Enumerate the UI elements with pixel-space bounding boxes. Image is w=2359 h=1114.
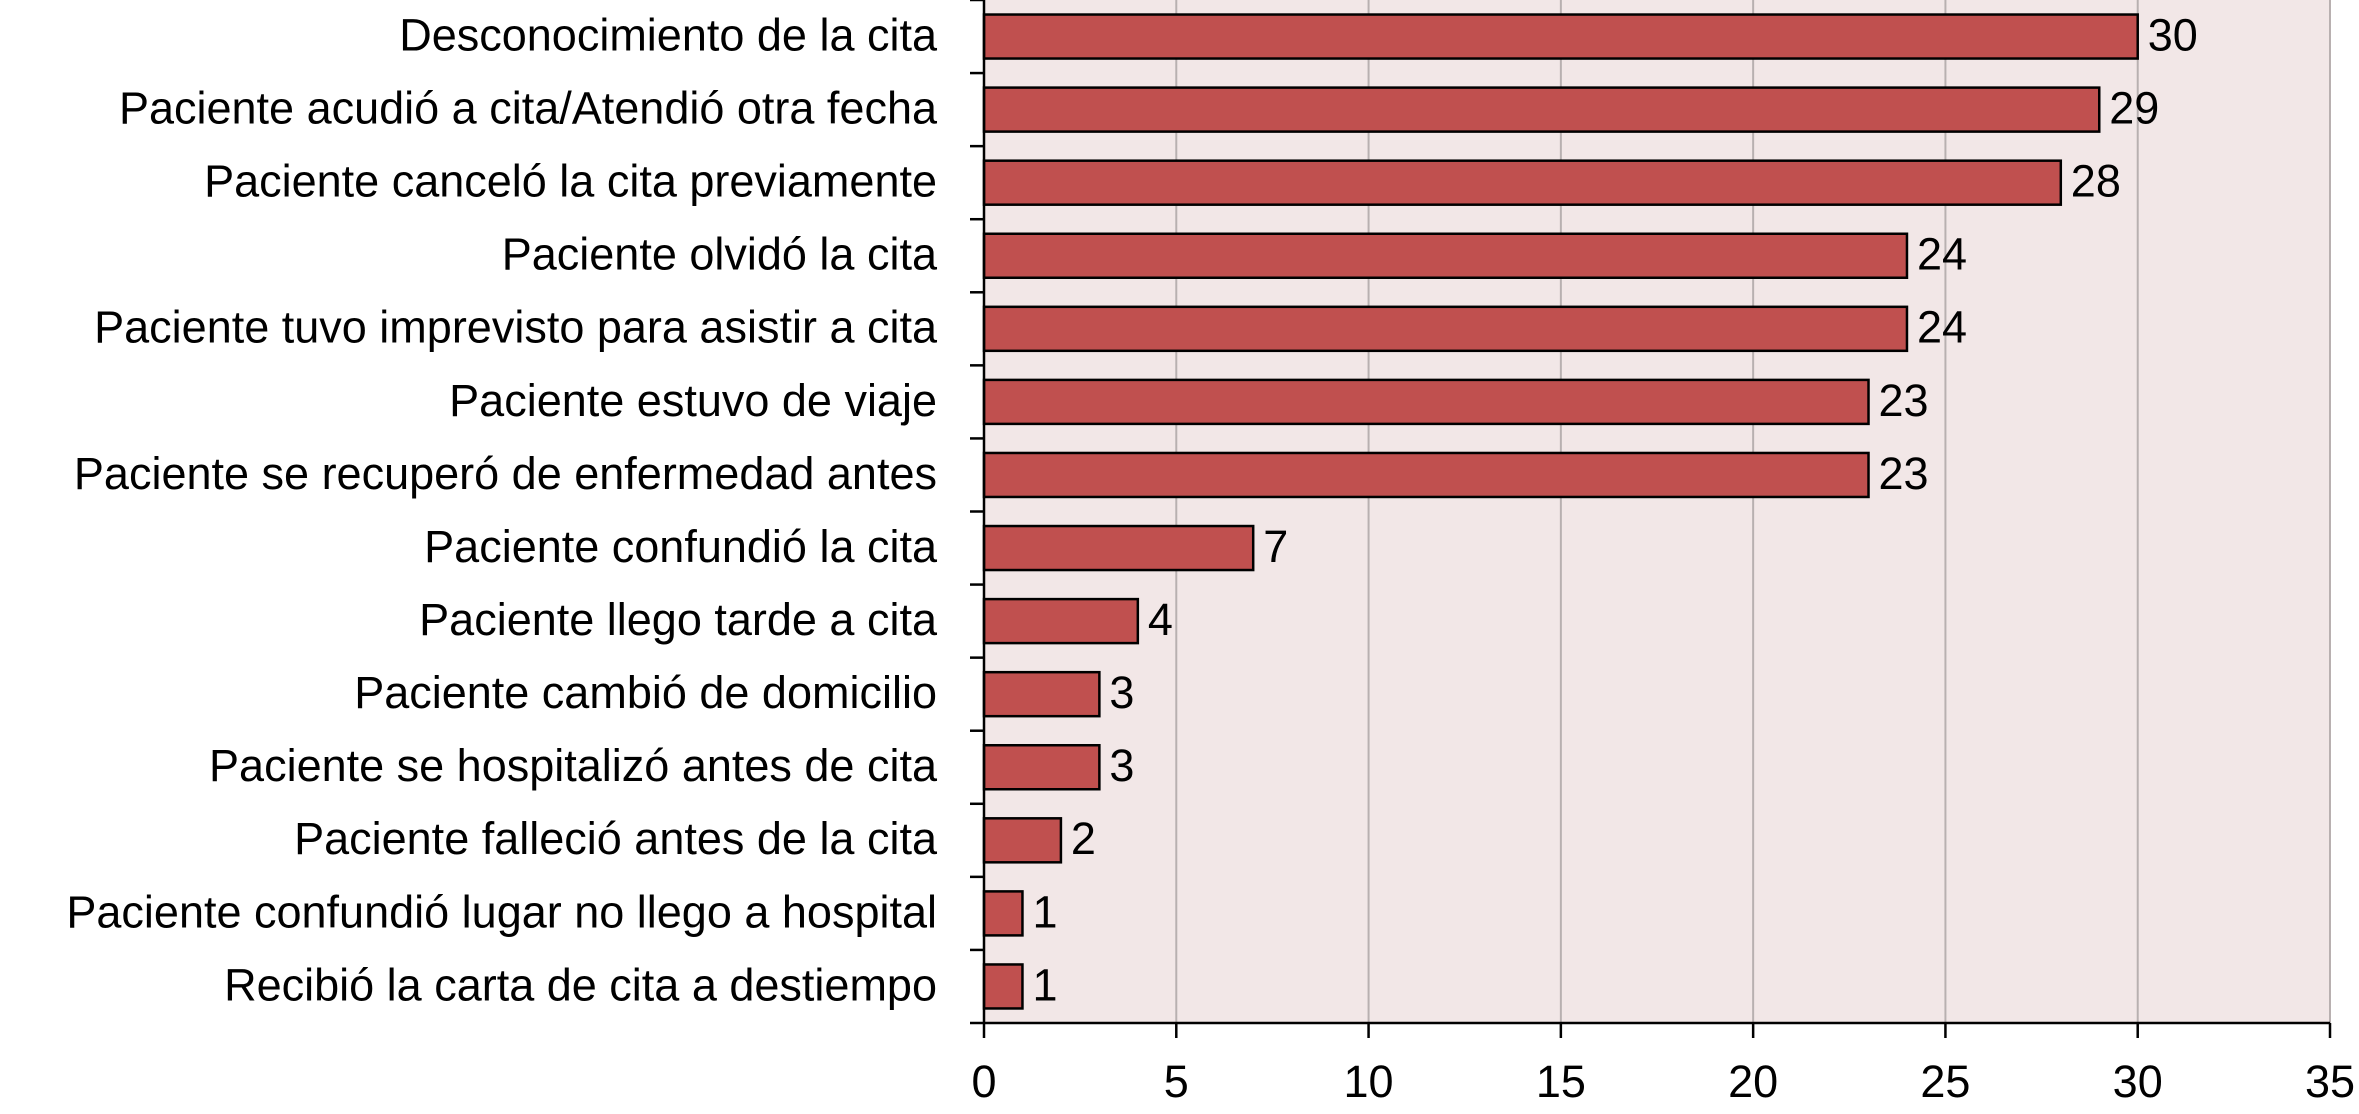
value-label: 24 [1917, 302, 1967, 353]
bar [982, 963, 1024, 1010]
x-tick-label: 0 [971, 1056, 996, 1107]
value-label: 3 [1109, 740, 1134, 791]
y-tick-label: Paciente se recuperó de enfermedad antes [74, 448, 937, 499]
value-label: 30 [2148, 9, 2198, 60]
y-tick-label: Desconocimiento de la cita [399, 9, 938, 60]
bar [982, 86, 2101, 133]
x-tick-label: 5 [1164, 1056, 1189, 1107]
bar [982, 451, 1870, 499]
bar [982, 744, 1101, 791]
value-label: 24 [1917, 229, 1967, 280]
y-tick-label: Paciente acudió a cita/Atendió otra fech… [119, 82, 938, 133]
y-tick-label: Paciente confundió lugar no llego a hosp… [66, 886, 937, 937]
value-label: 7 [1263, 521, 1288, 572]
bar [982, 670, 1101, 718]
y-tick-label: Recibió la carta de cita a destiempo [224, 959, 937, 1010]
y-tick-label: Paciente estuvo de viaje [449, 375, 937, 426]
value-label: 23 [1879, 448, 1929, 499]
y-tick-label: Paciente llego tarde a cita [419, 594, 938, 645]
y-tick-label: Paciente confundió la cita [424, 521, 938, 572]
value-label: 28 [2071, 156, 2121, 207]
y-tick-label: Paciente olvidó la cita [502, 229, 938, 280]
y-tick-label: Paciente se hospitalizó antes de cita [209, 740, 938, 791]
value-label: 4 [1148, 594, 1173, 645]
x-tick-label: 30 [2113, 1056, 2163, 1107]
y-tick-label: Paciente canceló la cita previamente [204, 156, 937, 207]
x-tick-label: 35 [2305, 1056, 2355, 1107]
value-label: 29 [2109, 82, 2159, 133]
value-label: 23 [1879, 375, 1929, 426]
x-tick-label: 25 [1920, 1056, 1970, 1107]
bar [982, 13, 2139, 60]
bar [982, 890, 1024, 937]
y-tick-label: Paciente cambió de domicilio [354, 667, 937, 718]
plot-background [984, 0, 2330, 1023]
bar [982, 378, 1870, 426]
bar [982, 524, 1255, 572]
y-tick-label: Paciente tuvo imprevisto para asistir a … [94, 302, 938, 353]
y-tick-label: Paciente falleció antes de la cita [294, 813, 938, 864]
bar [982, 232, 1909, 279]
x-tick-label: 15 [1536, 1056, 1586, 1107]
x-tick-label: 20 [1728, 1056, 1778, 1107]
bar [982, 817, 1063, 864]
value-label: 2 [1071, 813, 1096, 864]
x-tick-label: 10 [1344, 1056, 1394, 1107]
bar [982, 597, 1140, 645]
bar [982, 159, 2063, 206]
bar [982, 305, 1909, 353]
value-label: 1 [1032, 959, 1057, 1010]
value-label: 3 [1109, 667, 1134, 718]
value-label: 1 [1032, 886, 1057, 937]
